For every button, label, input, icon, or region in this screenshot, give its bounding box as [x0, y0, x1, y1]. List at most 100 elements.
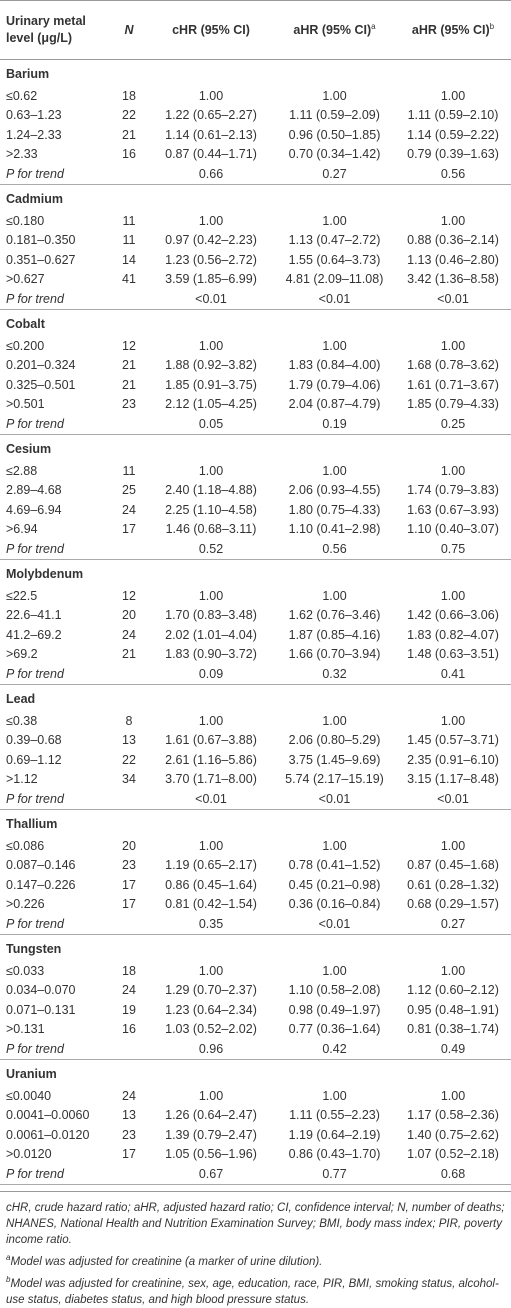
- trend-row: P for trend 0.96 0.42 0.49: [0, 1039, 511, 1060]
- value-cell: 1.87 (0.85–4.16): [288, 627, 381, 642]
- trend-row: P for trend 0.05 0.19 0.25: [0, 414, 511, 435]
- header-cell: cHR (95% CI): [148, 0, 274, 60]
- level-cell: >2.33: [6, 147, 38, 162]
- trend-row: P for trend 0.35 <0.01 0.27: [0, 914, 511, 935]
- value-cell: 1.00: [322, 213, 347, 228]
- trend-value: <0.01: [274, 289, 395, 310]
- footnote: bModel was adjusted for creatinine, sex,…: [6, 1272, 505, 1308]
- value-cell: 1.19 (0.64–2.19): [288, 1127, 381, 1142]
- value-cell: 24: [122, 1088, 136, 1103]
- value-cell: 2.02 (1.01–4.04): [165, 627, 257, 642]
- data-row: 1.24–2.33 21 1.14 (0.61–2.13) 0.96 (0.50–1.…: [0, 125, 511, 145]
- trend-value: 0.41: [395, 664, 511, 685]
- value-cell: 12: [122, 338, 136, 353]
- data-row: 0.0041–0.0060 13 1.26 (0.64–2.47) 1.11 (0.5…: [0, 1106, 511, 1126]
- level-cell: 0.325–0.501: [6, 377, 76, 392]
- header-text: aHR (95% CI): [293, 23, 372, 38]
- value-cell: 3.59 (1.85–6.99): [165, 272, 257, 287]
- data-row: 22.6–41.1 20 1.70 (0.83–3.48) 1.62 (0.76–3.…: [0, 606, 511, 626]
- level-cell: ≤2.88: [6, 463, 38, 478]
- level-cell: 41.2–69.2: [6, 627, 62, 642]
- value-cell: 2.35 (0.91–6.10): [407, 752, 499, 767]
- value-cell: 1.12 (0.60–2.12): [407, 983, 499, 998]
- data-row: 0.69–1.12 22 2.61 (1.16–5.86) 3.75 (1.45–9.…: [0, 750, 511, 770]
- level-cell: 1.24–2.33: [6, 127, 62, 142]
- value-cell: 2.04 (0.87–4.79): [288, 397, 381, 412]
- value-cell: 21: [122, 647, 136, 662]
- header-cell: aHR (95% CI)a: [274, 0, 395, 60]
- footnote-text: Model was adjusted for creatinine (a mar…: [10, 1255, 323, 1268]
- value-cell: 2.06 (0.80–5.29): [288, 733, 381, 748]
- footnotes: cHR, crude hazard ratio; aHR, adjusted h…: [0, 1191, 511, 1308]
- value-cell: 21: [122, 127, 136, 142]
- value-cell: 1.61 (0.71–3.67): [407, 377, 499, 392]
- footnote-marker: b: [489, 22, 495, 32]
- value-cell: 0.87 (0.45–1.68): [407, 858, 499, 873]
- data-row: >0.627 41 3.59 (1.85–6.99) 4.81 (2.09–11.08…: [0, 270, 511, 290]
- value-cell: 1.13 (0.46–2.80): [407, 252, 499, 267]
- value-cell: 1.83 (0.82–4.07): [407, 627, 499, 642]
- value-cell: 1.85 (0.79–4.33): [407, 397, 499, 412]
- value-cell: 0.86 (0.43–1.70): [288, 1147, 381, 1162]
- trend-value: 0.25: [395, 414, 511, 435]
- data-row: ≤0.200 12 1.00 1.00 1.00: [0, 336, 511, 356]
- section-row: Tungsten: [0, 935, 511, 962]
- trend-value: <0.01: [274, 789, 395, 810]
- value-cell: 1.00: [198, 463, 224, 478]
- section-row: Molybdenum: [0, 560, 511, 587]
- value-cell: 3.42 (1.36–8.58): [407, 272, 499, 287]
- value-cell: 16: [122, 1022, 136, 1037]
- trend-value: <0.01: [274, 914, 395, 935]
- trend-value: 0.09: [148, 664, 274, 685]
- value-cell: 22: [122, 108, 136, 123]
- table-body: Barium ≤0.62 18 1.00 1.00 1.00 0.63–1.23 22 1.22…: [0, 60, 511, 1185]
- trend-value: 0.56: [274, 539, 395, 560]
- value-cell: 0.70 (0.34–1.42): [288, 147, 381, 162]
- metal-name: Tungsten: [6, 942, 62, 956]
- value-cell: 3.15 (1.17–8.48): [407, 772, 499, 787]
- value-cell: 1.00: [322, 338, 347, 353]
- header-row: Urinary metal level (μg/L) N cHR (95% CI…: [0, 0, 511, 60]
- value-cell: 13: [122, 1108, 136, 1123]
- data-row: >0.0120 17 1.05 (0.56–1.96) 0.86 (0.43–1.70…: [0, 1145, 511, 1165]
- level-cell: ≤0.62: [6, 88, 38, 103]
- section-row: Thallium: [0, 810, 511, 837]
- data-row: 0.071–0.131 19 1.23 (0.64–2.34) 0.98 (0.49–…: [0, 1000, 511, 1020]
- value-cell: 24: [122, 502, 136, 517]
- value-cell: 1.00: [198, 88, 224, 103]
- trend-value: 0.77: [274, 1164, 395, 1185]
- value-cell: 1.45 (0.57–3.71): [407, 733, 499, 748]
- level-cell: >1.12: [6, 772, 38, 787]
- data-row: 2.89–4.68 25 2.40 (1.18–4.88) 2.06 (0.93–4.…: [0, 481, 511, 501]
- value-cell: 1.11 (0.59–2.10): [407, 108, 499, 123]
- value-cell: 0.96 (0.50–1.85): [288, 127, 381, 142]
- metal-name: Barium: [6, 67, 50, 81]
- value-cell: 20: [122, 838, 136, 853]
- trend-value: 0.32: [274, 664, 395, 685]
- data-row: ≤0.0040 24 1.00 1.00 1.00: [0, 1086, 511, 1106]
- value-cell: 1.00: [198, 713, 224, 728]
- metal-name: Cobalt: [6, 317, 45, 331]
- value-cell: 1.83 (0.84–4.00): [288, 358, 381, 373]
- trend-label: P for trend: [0, 914, 148, 935]
- trend-row: P for trend <0.01 <0.01 <0.01: [0, 289, 511, 310]
- trend-value: 0.27: [274, 164, 395, 185]
- section-row: Cesium: [0, 435, 511, 462]
- data-row: ≤22.5 12 1.00 1.00 1.00: [0, 586, 511, 606]
- value-cell: 1.55 (0.64–3.73): [288, 252, 381, 267]
- value-cell: 17: [122, 1147, 136, 1162]
- data-row: >0.131 16 1.03 (0.52–2.02) 0.77 (0.36–1.64)…: [0, 1020, 511, 1040]
- data-row: 0.181–0.350 11 0.97 (0.42–2.23) 1.13 (0.47–…: [0, 231, 511, 251]
- level-cell: 0.69–1.12: [6, 752, 62, 767]
- data-row: 0.201–0.324 21 1.88 (0.92–3.82) 1.83 (0.84–…: [0, 356, 511, 376]
- value-cell: 1.22 (0.65–2.27): [165, 108, 257, 123]
- value-cell: 1.00: [440, 588, 466, 603]
- value-cell: 1.26 (0.64–2.47): [165, 1108, 257, 1123]
- value-cell: 17: [122, 522, 136, 537]
- value-cell: 0.97 (0.42–2.23): [165, 233, 257, 248]
- value-cell: 1.79 (0.79–4.06): [288, 377, 381, 392]
- trend-row: P for trend 0.67 0.77 0.68: [0, 1164, 511, 1185]
- value-cell: 8: [125, 713, 133, 728]
- value-cell: 1.00: [322, 713, 347, 728]
- footnote-marker: a: [6, 1253, 11, 1262]
